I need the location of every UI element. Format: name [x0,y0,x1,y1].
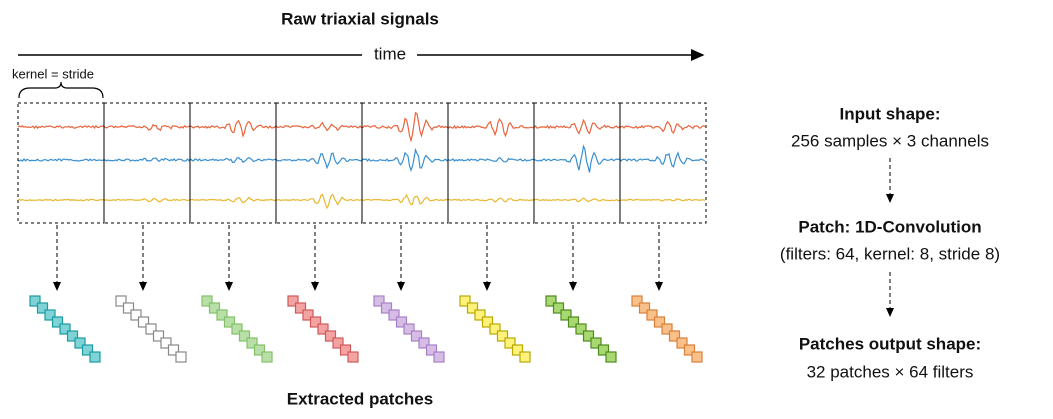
segment-box [189,102,277,224]
step-detail: 256 samples × 3 channels [791,131,989,150]
patch-cell [567,316,580,328]
patch-cell [380,302,393,314]
patch-cell [519,351,531,363]
patch-cell [208,302,221,314]
segment-box [533,102,621,224]
patch-cell [683,344,696,356]
patch-cell [631,295,643,307]
patch-cell [605,351,617,363]
patch-cell [44,309,56,321]
patch-cell [474,309,486,321]
patch-cell [81,344,94,356]
patch-cell [89,351,101,363]
patch-cell [395,316,408,328]
patch-cell [332,337,344,349]
patch-cell [160,337,172,349]
step-title: Patches output shape: [799,334,981,353]
patch-cell [339,344,352,356]
patch-cell [653,316,666,328]
step-title: Input shape: [839,104,940,123]
segment-box [17,102,105,224]
patch-cell [552,302,565,314]
patch-cell [238,330,251,342]
patch-cell [223,316,236,328]
patch-cell [489,323,501,335]
kernel-label: kernel = stride [12,66,94,81]
patch-cell [691,351,703,363]
patch-cell [504,337,516,349]
patch-cell [317,323,329,335]
patch-cell [59,323,71,335]
patch-cell [661,323,673,335]
time-label: time [374,44,406,63]
patch-cell [459,295,471,307]
patch-cell [545,295,557,307]
patch-cell [466,302,479,314]
patch-cell [231,323,243,335]
patch-cell [115,295,127,307]
patch-cell [481,316,494,328]
patch-cell [36,302,49,314]
patch-cell [433,351,445,363]
patch-cell [388,309,400,321]
patch-cell [676,337,688,349]
patch-cell [646,309,658,321]
patch-cell [29,295,41,307]
patch-cell [511,344,524,356]
patch-cell [261,351,273,363]
patch-cell [145,323,157,335]
step-detail: 32 patches × 64 filters [807,362,974,381]
patch-cell [324,330,337,342]
patch-cell [130,309,142,321]
patch-cell [373,295,385,307]
footer: Extracted patches [287,389,433,408]
patch-cell [597,344,610,356]
step-title: Patch: 1D-Convolution [798,217,981,236]
patch-cell [175,351,187,363]
patch-cell [590,337,602,349]
patch-cell [582,330,595,342]
segment-box [361,102,449,224]
patch-cell [74,337,86,349]
segment-box [103,102,191,224]
patch-cell [66,330,79,342]
segment-box [447,102,535,224]
patch-cell [425,344,438,356]
segment-box [619,102,707,224]
patch-cell [122,302,135,314]
brace [18,81,104,99]
patch-cell [167,344,180,356]
segments [17,102,707,363]
patch-cell [51,316,64,328]
patch-cell [246,337,258,349]
patch-cell [152,330,165,342]
patch-cell [137,316,150,328]
patch-cell [575,323,587,335]
patch-cell [287,295,299,307]
title: Raw triaxial signals [281,9,439,28]
patch-cell [253,344,266,356]
patch-cell [410,330,423,342]
patch-cell [638,302,651,314]
patch-cell [347,351,359,363]
segment-box [275,102,363,224]
time-label-bg [362,45,417,65]
patch-cell [668,330,681,342]
step-detail: (filters: 64, kernel: 8, stride 8) [780,244,1000,263]
patch-cell [418,337,430,349]
patch-cell [302,309,314,321]
patch-cell [403,323,415,335]
patch-cell [496,330,509,342]
patch-cell [201,295,213,307]
patch-cell [560,309,572,321]
patch-cell [216,309,228,321]
patch-cell [294,302,307,314]
patch-cell [309,316,322,328]
